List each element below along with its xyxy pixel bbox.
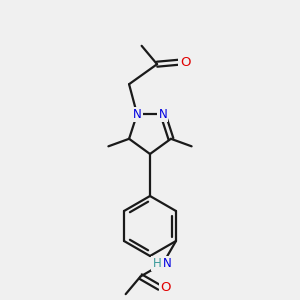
Text: N: N [163,257,171,270]
Text: N: N [159,108,167,121]
Text: H: H [153,257,161,270]
Text: O: O [160,281,171,294]
Text: N: N [133,108,141,121]
Text: O: O [180,56,190,69]
